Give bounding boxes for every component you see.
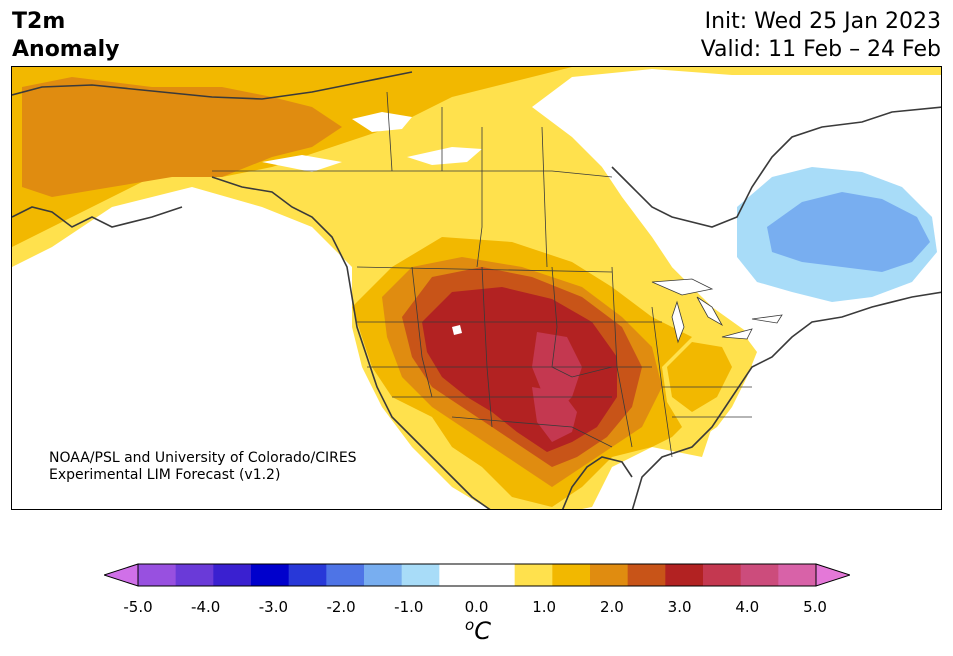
colorbar-tick-label: 1.0 — [532, 598, 557, 616]
colorbar-tick-label: -2.0 — [326, 598, 356, 616]
date-block: Init: Wed 25 Jan 2023 Valid: 11 Feb – 24… — [701, 8, 941, 64]
colorbar-box — [627, 564, 666, 586]
colorbar-boxes — [138, 564, 817, 586]
anomaly-contour-3-0b — [532, 387, 577, 442]
map-canvas — [12, 67, 941, 509]
title-block: T2m Anomaly — [12, 8, 119, 64]
colorbar-box — [138, 564, 177, 586]
colorbar-left-extend — [104, 563, 139, 587]
great-lakes — [651, 278, 783, 344]
coastlines — [12, 71, 941, 509]
colorbar-right-extend — [815, 563, 850, 587]
unit-label: oC — [458, 616, 498, 645]
colorbar-tick-label: -5.0 — [123, 598, 153, 616]
anomaly-gap — [452, 325, 462, 335]
colorbar-box — [213, 564, 252, 586]
colorbar-tick-label: 5.0 — [803, 598, 827, 616]
colorbar-box — [326, 564, 365, 586]
colorbar-tick-label: 3.0 — [667, 598, 692, 616]
colorbar-frame — [137, 563, 817, 587]
anomaly-gap-north — [262, 112, 482, 172]
colorbar-box — [175, 564, 214, 586]
colorbar-box — [665, 564, 704, 586]
colorbar-box — [514, 564, 553, 586]
valid-date: Valid: 11 Feb – 24 Feb — [700, 37, 941, 62]
unit-letter: C — [474, 617, 491, 645]
init-date: Init: Wed 25 Jan 2023 — [704, 9, 941, 34]
anomaly-contour-neg-1-0 — [767, 192, 930, 272]
colorbar-box — [703, 564, 742, 586]
anomaly-contour-1-0-east — [667, 342, 732, 412]
unit-degree: o — [465, 616, 475, 634]
variable-title: T2m — [12, 9, 66, 34]
colorbar-box — [740, 564, 779, 586]
colorbar-tick-label: -1.0 — [394, 598, 424, 616]
colorbar-box — [552, 564, 591, 586]
colorbar-box — [590, 564, 629, 586]
colorbar-tick-label: 2.0 — [599, 598, 624, 616]
colorbar — [104, 563, 850, 587]
colorbar-box — [401, 564, 440, 586]
colorbar-box — [364, 564, 403, 586]
credit-line-2: Experimental LIM Forecast (v1.2) — [49, 467, 281, 483]
anomaly-map — [11, 66, 942, 510]
credit-block: NOAA/PSL and University of Colorado/CIRE… — [49, 450, 357, 484]
colorbar-tick-label: -4.0 — [191, 598, 221, 616]
colorbar-box — [778, 564, 817, 586]
colorbar-box — [477, 564, 516, 586]
colorbar-tick-label: -3.0 — [258, 598, 289, 616]
borders — [212, 91, 752, 458]
credit-line-1: NOAA/PSL and University of Colorado/CIRE… — [49, 450, 357, 466]
colorbar-box — [251, 564, 290, 586]
colorbar-box — [439, 564, 478, 586]
colorbar-tick-label: 0.0 — [464, 598, 489, 616]
anomaly-subtitle: Anomaly — [12, 37, 120, 62]
colorbar-tick-label: 4.0 — [735, 598, 760, 616]
colorbar-box — [288, 564, 327, 586]
